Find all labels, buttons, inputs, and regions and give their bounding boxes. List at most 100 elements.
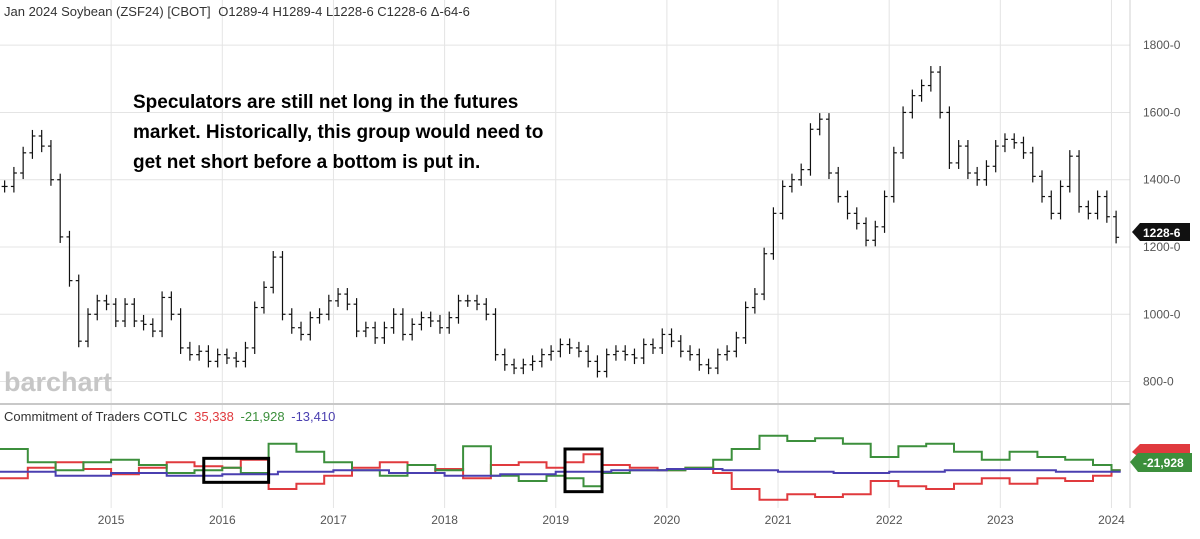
- price-bar: [974, 166, 981, 186]
- price-bar: [279, 251, 286, 321]
- price-bar: [1066, 150, 1073, 193]
- price-bar: [196, 345, 203, 361]
- price-bar: [1048, 190, 1055, 220]
- price-bar: [409, 318, 416, 341]
- price-bar: [1103, 190, 1110, 223]
- price-bar: [964, 140, 971, 180]
- y-tick-label: 1000-0: [1143, 307, 1181, 321]
- price-bar: [399, 308, 406, 341]
- price-bar: [844, 190, 851, 220]
- price-bar: [418, 311, 425, 331]
- price-bar: [455, 294, 462, 324]
- price-bar: [1076, 150, 1083, 213]
- price-bar: [594, 355, 601, 378]
- price-bar: [177, 308, 184, 354]
- price-bar: [381, 321, 388, 344]
- annotation-line-2: market. Historically, this group would n…: [133, 122, 543, 143]
- y-tick-label: 1800-0: [1143, 38, 1181, 52]
- price-bar: [890, 146, 897, 203]
- price-bar: [159, 291, 166, 338]
- price-bar: [816, 113, 823, 136]
- price-bar: [223, 348, 230, 365]
- x-tick-label: 2016: [209, 513, 236, 527]
- highlight-boxes: [202, 447, 604, 494]
- x-tick-label: 2015: [98, 513, 125, 527]
- cot-series-line: [0, 468, 1121, 477]
- price-bar: [937, 66, 944, 119]
- price-bar: [372, 321, 379, 344]
- annotation-line-1: Speculators are still net long in the fu…: [133, 92, 518, 113]
- price-bar: [474, 294, 481, 311]
- price-bar: [75, 274, 82, 348]
- price-bar: [270, 251, 277, 294]
- cot-indicator-title: Commitment of Traders COTLC: [4, 409, 188, 424]
- grid-layer: [0, 0, 1130, 508]
- price-bar: [335, 288, 342, 307]
- price-bar: [779, 180, 786, 220]
- x-tick-label: 2019: [542, 513, 569, 527]
- price-bar: [112, 298, 119, 328]
- price-bar: [251, 301, 258, 354]
- last-price-label: 1228-6: [1143, 226, 1181, 240]
- price-bar: [538, 348, 545, 368]
- price-bar: [149, 318, 156, 338]
- price-bar: [10, 166, 17, 193]
- price-bar: [798, 163, 805, 186]
- price-bar: [612, 345, 619, 361]
- highlight-box: [202, 456, 271, 484]
- price-bar: [603, 348, 610, 378]
- x-tick-label: 2023: [987, 513, 1014, 527]
- price-bar: [501, 348, 508, 371]
- price-bar: [668, 328, 675, 348]
- price-bar: [631, 348, 638, 365]
- price-bar: [57, 173, 64, 243]
- price-bar: [464, 294, 471, 307]
- cot-lines: [0, 434, 1121, 501]
- price-bar: [640, 338, 647, 365]
- price-bar: [835, 166, 842, 203]
- barchart-watermark: barchart: [4, 367, 112, 397]
- price-bar: [548, 345, 555, 361]
- price-bar: [353, 298, 360, 338]
- price-bar: [788, 173, 795, 193]
- annotation-line-3: get net short before a bottom is put in.: [133, 152, 480, 173]
- price-bar: [900, 106, 907, 159]
- price-bar: [66, 230, 73, 287]
- price-bar: [761, 247, 768, 301]
- x-tick-label: 2022: [876, 513, 903, 527]
- price-bar: [863, 217, 870, 247]
- price-bar: [696, 348, 703, 371]
- price-bar: [724, 345, 731, 361]
- price-bar: [288, 308, 295, 334]
- annotation-text: Speculators are still net long in the fu…: [133, 92, 549, 173]
- price-bar: [649, 338, 656, 354]
- price-bar: [316, 308, 323, 324]
- cot-last-value-badge: -21,928: [1130, 453, 1192, 472]
- price-bar: [853, 207, 860, 230]
- price-bar: [659, 328, 666, 354]
- price-bar: [344, 288, 351, 311]
- price-bar: [742, 301, 749, 344]
- price-bar: [1011, 133, 1018, 149]
- chart-ohlc: O1289-4 H1289-4 L1228-6 C1228-6 Δ-64-6: [218, 4, 470, 19]
- y-tick-label: 800-0: [1143, 375, 1174, 389]
- cot-series-line: [0, 453, 1121, 501]
- x-tick-label: 2020: [654, 513, 681, 527]
- price-bar: [983, 160, 990, 186]
- y-tick-label: 1600-0: [1143, 105, 1181, 119]
- highlight-box: [563, 447, 604, 494]
- price-bar: [575, 341, 582, 358]
- price-bar: [770, 207, 777, 260]
- price-bar: [103, 294, 110, 311]
- price-bar: [909, 89, 916, 119]
- price-bar: [825, 113, 832, 180]
- cot-series-line: [0, 434, 1121, 488]
- price-bar: [1, 180, 8, 193]
- price-bar: [47, 140, 54, 186]
- price-bar: [585, 345, 592, 368]
- x-axis-ticks: 2015 2016 2017 2018 2019 2020 2021 2022 2023 2024: [98, 513, 1125, 527]
- price-bar: [1029, 146, 1036, 183]
- price-bar: [325, 294, 332, 321]
- price-bar: [557, 338, 564, 358]
